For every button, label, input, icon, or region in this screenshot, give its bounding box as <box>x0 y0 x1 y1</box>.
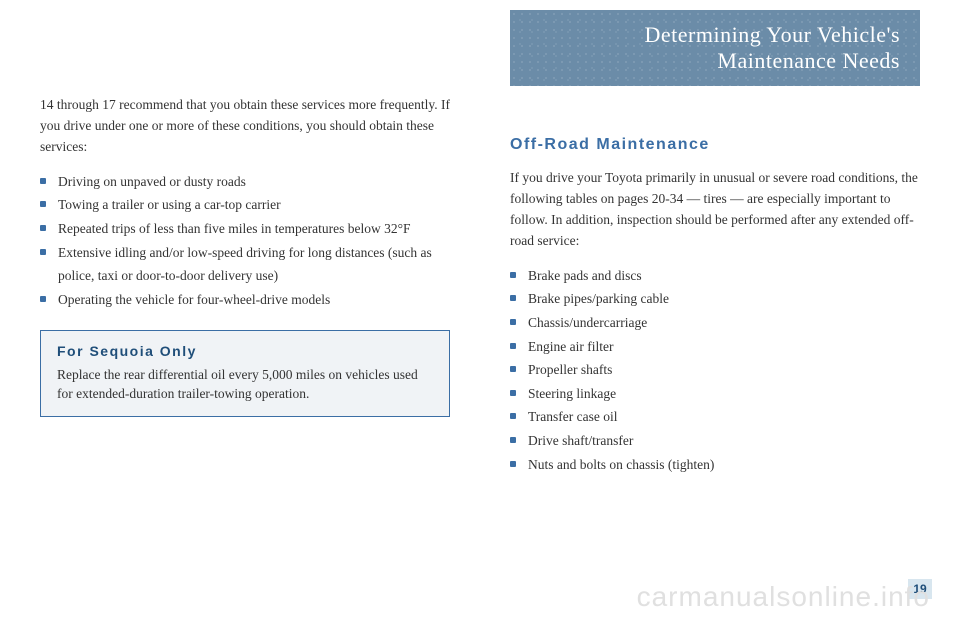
right-bullet-list: Brake pads and discs Brake pipes/parking… <box>510 264 920 477</box>
list-item: Engine air filter <box>510 335 920 359</box>
list-item: Steering linkage <box>510 382 920 406</box>
page-container: 14 through 17 recommend that you obtain … <box>0 0 960 621</box>
list-item: Drive shaft/transfer <box>510 429 920 453</box>
list-item: Towing a trailer or using a car-top carr… <box>40 193 450 217</box>
list-item: Repeated trips of less than five miles i… <box>40 217 450 241</box>
list-item: Propeller shafts <box>510 358 920 382</box>
right-intro-text: If you drive your Toyota primarily in un… <box>510 168 920 252</box>
section-title: Off-Road Maintenance <box>510 136 920 154</box>
right-column: Determining Your Vehicle's Maintenance N… <box>480 0 920 621</box>
list-item: Nuts and bolts on chassis (tighten) <box>510 453 920 477</box>
callout-title: For Sequoia Only <box>57 343 433 359</box>
list-item: Brake pads and discs <box>510 264 920 288</box>
list-item: Extensive idling and/or low-speed drivin… <box>40 241 450 288</box>
page-number: 19 <box>908 579 932 599</box>
list-item: Brake pipes/parking cable <box>510 287 920 311</box>
left-bullet-list: Driving on unpaved or dusty roads Towing… <box>40 170 450 312</box>
callout-text: Replace the rear differential oil every … <box>57 365 433 404</box>
callout-box: For Sequoia Only Replace the rear differ… <box>40 330 450 417</box>
list-item: Transfer case oil <box>510 405 920 429</box>
list-item: Driving on unpaved or dusty roads <box>40 170 450 194</box>
list-item: Operating the vehicle for four-wheel-dri… <box>40 288 450 312</box>
list-item: Chassis/undercarriage <box>510 311 920 335</box>
header-banner: Determining Your Vehicle's Maintenance N… <box>510 10 920 86</box>
left-intro-text: 14 through 17 recommend that you obtain … <box>40 95 450 158</box>
left-column: 14 through 17 recommend that you obtain … <box>40 0 480 621</box>
